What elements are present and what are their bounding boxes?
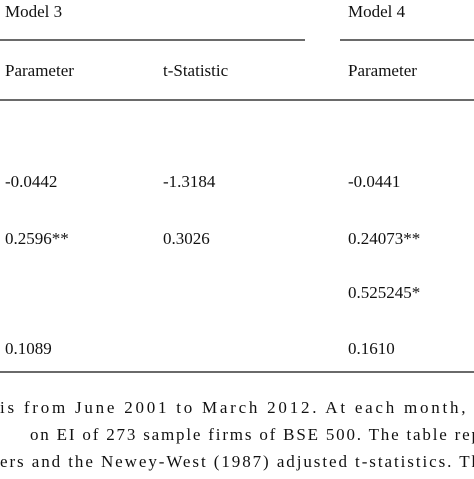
table-cell: 0.1089 [5, 339, 52, 358]
column-header: Parameter [348, 61, 417, 80]
note-line: is from June 2001 to March 2012. At each… [0, 398, 474, 417]
column-header: t-Statistic [163, 61, 229, 80]
table-cell: 0.525245* [348, 283, 420, 302]
column-header: Parameter [5, 61, 74, 80]
table-cell: 0.3026 [163, 229, 210, 248]
table-cell: -1.3184 [163, 172, 216, 191]
table-cell: 0.1610 [348, 339, 395, 358]
group-header: Model 4 [348, 2, 406, 21]
table-cell: 0.24073** [348, 229, 420, 248]
group-header: Model 3 [5, 2, 62, 21]
note-line: on EI of 273 sample firms of BSE 500. Th… [30, 425, 474, 444]
table-cell: -0.0442 [5, 172, 57, 191]
table-cell: -0.0441 [348, 172, 400, 191]
note-line: ers and the Newey-West (1987) adjusted t… [0, 452, 474, 471]
table-cell: 0.2596** [5, 229, 69, 248]
